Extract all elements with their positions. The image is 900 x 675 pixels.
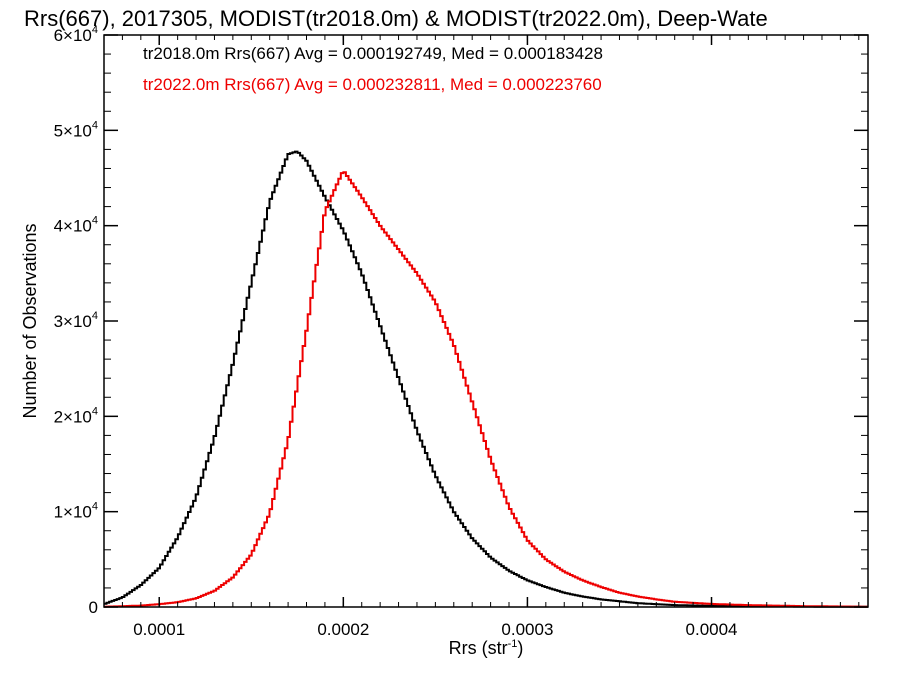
legend: tr2018.0m Rrs(667) Avg = 0.000192749, Me… — [143, 44, 603, 94]
chart-title: Rrs(667), 2017305, MODIST(tr2018.0m) & M… — [24, 6, 768, 31]
x-axis-label-close: ) — [517, 638, 523, 658]
y-tick-label: 5×104 — [54, 119, 98, 140]
x-axis-label-text: Rrs (str — [449, 638, 508, 658]
y-tick-label: 6×104 — [54, 24, 98, 45]
y-tick-label: 3×104 — [54, 310, 98, 331]
series-line-tr2022.0m — [104, 171, 868, 608]
series-layer — [104, 150, 868, 608]
x-tick-label: 0.0002 — [317, 620, 369, 639]
y-tick-label: 2×104 — [54, 405, 98, 426]
x-tick-label: 0.0004 — [686, 620, 738, 639]
x-axis-label: Rrs (str-1) — [449, 638, 524, 658]
y-tick-label: 4×104 — [54, 215, 98, 236]
x-axis-ticks: 0.0001 0.0002 0.0003 0.0004 — [121, 35, 860, 639]
x-axis-label-exponent: -1 — [508, 638, 518, 650]
y-axis-label: Number of Observations — [20, 223, 40, 418]
y-tick-label: 1×104 — [54, 501, 98, 522]
x-tick-label: 0.0001 — [133, 620, 185, 639]
y-tick-label: 0 — [89, 598, 98, 617]
series-line-tr2018.0m — [104, 150, 868, 608]
legend-entry-tr2022.0m: tr2022.0m Rrs(667) Avg = 0.000232811, Me… — [143, 75, 602, 94]
y-axis-ticks: 0 1×104 2×104 3×104 4×104 5×104 6×104 — [54, 24, 868, 617]
plot-frame — [103, 34, 869, 608]
legend-entry-tr2018.0m: tr2018.0m Rrs(667) Avg = 0.000192749, Me… — [143, 44, 603, 63]
x-tick-label: 0.0003 — [501, 620, 553, 639]
